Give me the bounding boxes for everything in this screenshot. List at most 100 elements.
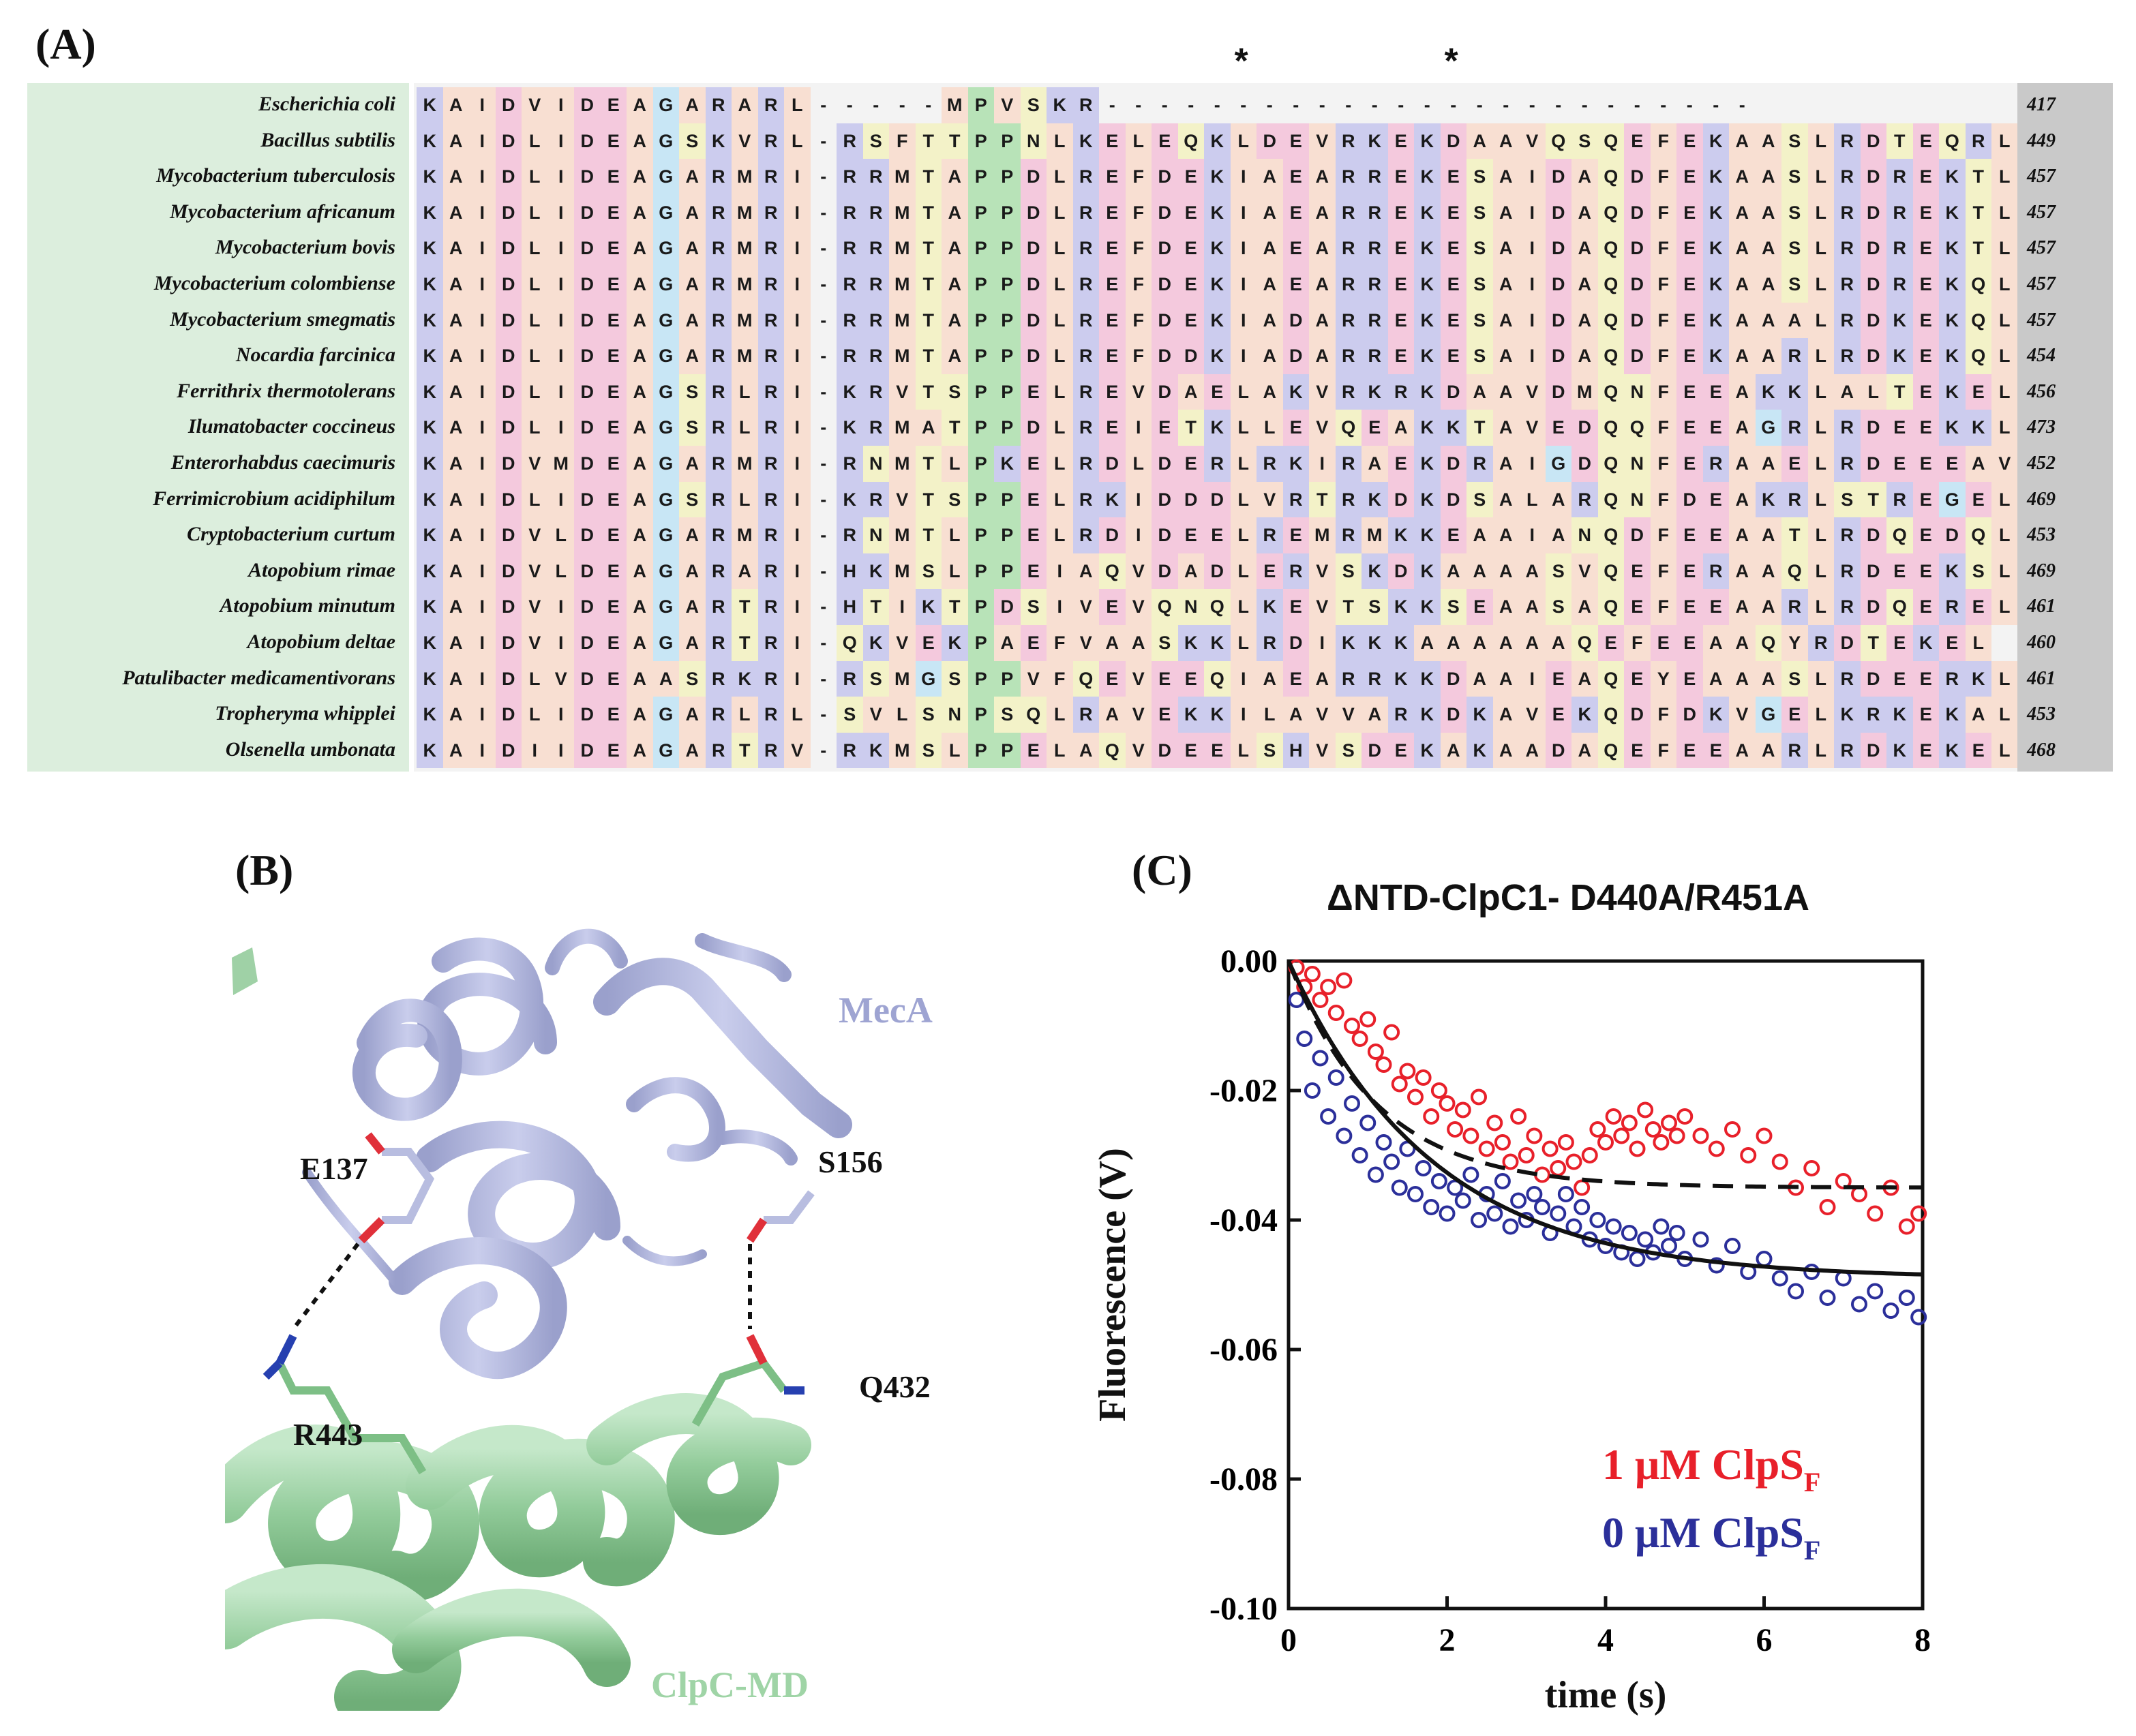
residue-cell: E: [1939, 625, 1966, 661]
residue-cell: L: [522, 123, 548, 159]
residue-cell: I: [784, 660, 811, 697]
residue-cell: A: [1492, 374, 1519, 410]
residue-cell: E: [1177, 230, 1204, 267]
residue-cell: A: [679, 267, 706, 303]
residue-cell: F: [1650, 159, 1676, 195]
residue-cell: E: [1099, 267, 1126, 303]
residue-number: 449: [2027, 130, 2056, 151]
residue-cell: P: [967, 302, 994, 339]
residue-cell: N: [1177, 589, 1204, 625]
residue-cell: A: [1571, 660, 1598, 697]
residue-cell: D: [1624, 194, 1651, 231]
residue-cell: I: [547, 732, 574, 769]
residue-cell: A: [627, 338, 653, 374]
residue-cell: T: [1860, 625, 1886, 661]
sidechain-e137: [358, 1132, 435, 1244]
residue-cell: -: [899, 95, 905, 115]
residue-cell: E: [1676, 374, 1703, 410]
residue-cell: K: [1912, 625, 1939, 661]
residue-cell: D: [1020, 267, 1047, 303]
label-r443: R443: [293, 1417, 363, 1452]
residue-cell: R: [1362, 302, 1388, 339]
point-1uM-clps: [1359, 1011, 1377, 1028]
residue-cell: L: [784, 697, 811, 733]
species-column: Escherichia coli Bacillus subtilis Mycobac…: [27, 83, 409, 772]
residue-cell: K: [1414, 446, 1441, 482]
residue-cell: I: [1230, 159, 1257, 195]
residue-cell: K: [837, 410, 863, 446]
point-1uM-clps: [1351, 1031, 1368, 1047]
residue-cell: S: [679, 481, 706, 518]
point-1uM-clps: [1375, 1056, 1392, 1073]
residue-cell: V: [1125, 553, 1152, 590]
residue-cell: I: [1309, 625, 1336, 661]
residue-cell: -: [1634, 95, 1640, 115]
residue-cell: I: [1230, 302, 1257, 339]
residue-cell: E: [600, 302, 627, 339]
residue-cell: R: [1834, 338, 1861, 374]
residue-cell: R: [1886, 267, 1913, 303]
point-1uM-clps: [1439, 1095, 1456, 1112]
residue-cell: M: [732, 159, 758, 195]
legend-0uM-sub: F: [1804, 1535, 1820, 1566]
residue-cell: T: [1177, 410, 1204, 446]
residue-cell: G: [652, 87, 679, 123]
residue-cell: F: [1125, 230, 1152, 267]
residue-cell: K: [1755, 481, 1781, 518]
point-0uM-clps: [1692, 1231, 1709, 1248]
residue-cell: A: [942, 159, 968, 195]
residue-cell: -: [1266, 95, 1273, 115]
residue-cell: D: [1099, 517, 1126, 553]
residue-cell: A: [1729, 123, 1756, 159]
residue-cell: E: [1020, 625, 1047, 661]
residue-cell: -: [820, 346, 827, 367]
residue-cell: I: [547, 123, 574, 159]
residue-cell: E: [600, 732, 627, 769]
residue-cell: A: [942, 194, 968, 231]
residue-cell: R: [1362, 159, 1388, 195]
residue-cell: A: [627, 446, 653, 482]
residue-cell: S: [679, 660, 706, 697]
residue-cell: R: [1282, 481, 1309, 518]
residue-cell: I: [469, 374, 496, 410]
residue-cell: L: [1991, 123, 2018, 159]
residue-cell: L: [1047, 732, 1073, 769]
residue-cell: D: [1624, 338, 1651, 374]
species-label: Mycobacterium smegmatis: [170, 307, 395, 331]
residue-cell: V: [522, 517, 548, 553]
residue-number: 457: [2027, 237, 2056, 259]
residue-cell: E: [1440, 517, 1466, 553]
residue-cell: V: [1519, 374, 1546, 410]
legend-0uM-text: 0 μM ClpS: [1602, 1508, 1804, 1557]
residue-cell: A: [1257, 230, 1283, 267]
residue-cell: -: [820, 166, 827, 187]
residue-cell: D: [495, 159, 522, 195]
residue-cell: A: [942, 267, 968, 303]
residue-cell: T: [942, 589, 968, 625]
residue-cell: R: [1072, 481, 1099, 518]
y-tick-label: -0.04: [1209, 1202, 1278, 1238]
species-label: Bacillus subtilis: [260, 128, 395, 151]
residue-number: 461: [2027, 667, 2056, 689]
residue-cell: I: [784, 302, 811, 339]
residue-cell: E: [1676, 660, 1703, 697]
residue-cell: R: [1834, 410, 1861, 446]
residue-cell: A: [442, 625, 469, 661]
residue-cell: A: [1755, 446, 1781, 482]
residue-cell: F: [1650, 732, 1676, 769]
residue-cell: R: [705, 159, 732, 195]
residue-cell: V: [994, 87, 1021, 123]
residue-cell: E: [600, 410, 627, 446]
residue-cell: D: [1440, 123, 1466, 159]
residue-cell: I: [1230, 660, 1257, 697]
residue-cell: K: [1204, 267, 1231, 303]
residue-cell: -: [1686, 95, 1693, 115]
residue-cell: M: [889, 732, 916, 769]
residue-cell: R: [862, 194, 889, 231]
residue-number: 469: [2027, 488, 2056, 510]
residue-cell: -: [846, 95, 853, 115]
residue-cell: E: [1177, 194, 1204, 231]
point-0uM-clps: [1471, 1212, 1487, 1228]
residue-number: 457: [2027, 273, 2056, 294]
residue-cell: F: [1047, 625, 1073, 661]
